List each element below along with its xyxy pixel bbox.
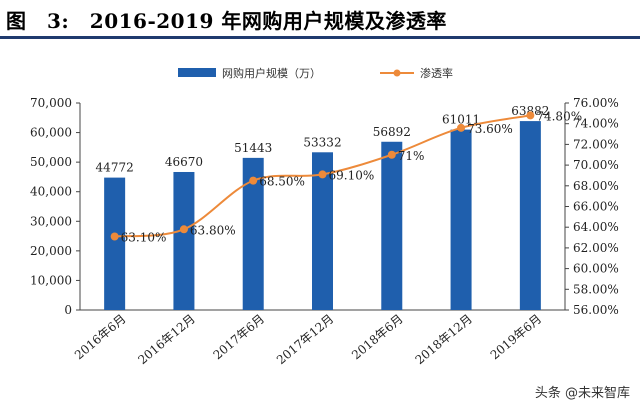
rate-value-label: 68.50% (259, 175, 305, 189)
bar (381, 141, 403, 310)
rate-value-label: 71% (398, 149, 425, 163)
right-axis-tick-label: 74.00% (573, 117, 619, 131)
title-underline (0, 36, 640, 39)
x-tick-label: 2016年6月 (72, 312, 129, 363)
legend-label-bars: 网购用户规模（万） (222, 66, 321, 80)
left-axis-tick-label: 10,000 (30, 273, 72, 287)
rate-point (387, 150, 396, 159)
x-tick-label: 2017年12月 (274, 312, 336, 368)
bar (173, 171, 195, 310)
bar-value-label: 63882 (511, 104, 549, 118)
right-axis-tick-label: 56.00% (573, 303, 619, 317)
x-tick-label: 2019年6月 (488, 312, 545, 363)
legend-marker-rate (393, 69, 401, 77)
rate-point (110, 232, 119, 241)
bar (242, 157, 264, 310)
left-axis-tick-label: 40,000 (30, 185, 72, 199)
rate-point (318, 170, 327, 179)
right-axis-tick-label: 66.00% (573, 200, 619, 214)
legend-swatch-bars (178, 68, 216, 77)
bar (450, 129, 472, 310)
right-axis-tick-label: 72.00% (573, 137, 619, 151)
right-axis-tick-label: 68.00% (573, 179, 619, 193)
left-axis-tick-label: 20,000 (30, 244, 72, 258)
rate-point (249, 176, 258, 185)
rate-point (526, 111, 535, 120)
right-axis-tick-label: 62.00% (573, 241, 619, 255)
bar-value-label: 46670 (165, 155, 203, 169)
chart-title: 图 3: 2016-2019 年网购用户规模及渗透率 (6, 9, 447, 33)
right-axis-tick-label: 70.00% (573, 158, 619, 172)
left-axis-tick-label: 30,000 (30, 214, 72, 228)
rate-value-label: 63.80% (190, 223, 236, 237)
bar-value-label: 53332 (303, 135, 341, 149)
bar-value-label: 56892 (373, 125, 411, 139)
rate-value-label: 74.80% (536, 109, 582, 123)
right-axis-tick-label: 64.00% (573, 220, 619, 234)
legend-label-rate: 渗透率 (420, 66, 453, 80)
left-axis-tick-label: 60,000 (30, 126, 72, 140)
rate-value-label: 73.60% (467, 122, 513, 136)
left-axis-tick-label: 50,000 (30, 155, 72, 169)
right-axis-tick-label: 60.00% (573, 262, 619, 276)
left-axis-tick-label: 0 (64, 303, 72, 317)
bar-value-label: 44772 (96, 161, 134, 175)
watermark: 头条 @未来智库 (534, 382, 630, 401)
bar-value-label: 51443 (234, 141, 272, 155)
bar-value-label: 61011 (442, 113, 480, 127)
rate-value-label: 63.10% (121, 231, 167, 245)
right-axis-tick-label: 76.00% (573, 96, 619, 110)
left-axis-tick-label: 70,000 (30, 96, 72, 110)
right-axis-tick-label: 58.00% (573, 282, 619, 296)
title-bar: 图 3: 2016-2019 年网购用户规模及渗透率 (0, 0, 640, 39)
rate-point (457, 123, 466, 132)
bar (104, 177, 126, 310)
bar (519, 121, 541, 310)
bar (312, 152, 333, 310)
x-tick-label: 2016年12月 (135, 312, 197, 368)
x-tick-label: 2017年6月 (211, 312, 268, 363)
rate-point (179, 225, 188, 234)
x-tick-label: 2018年6月 (349, 312, 406, 363)
x-tick-label: 2018年12月 (413, 312, 475, 368)
rate-value-label: 69.10% (329, 168, 375, 182)
